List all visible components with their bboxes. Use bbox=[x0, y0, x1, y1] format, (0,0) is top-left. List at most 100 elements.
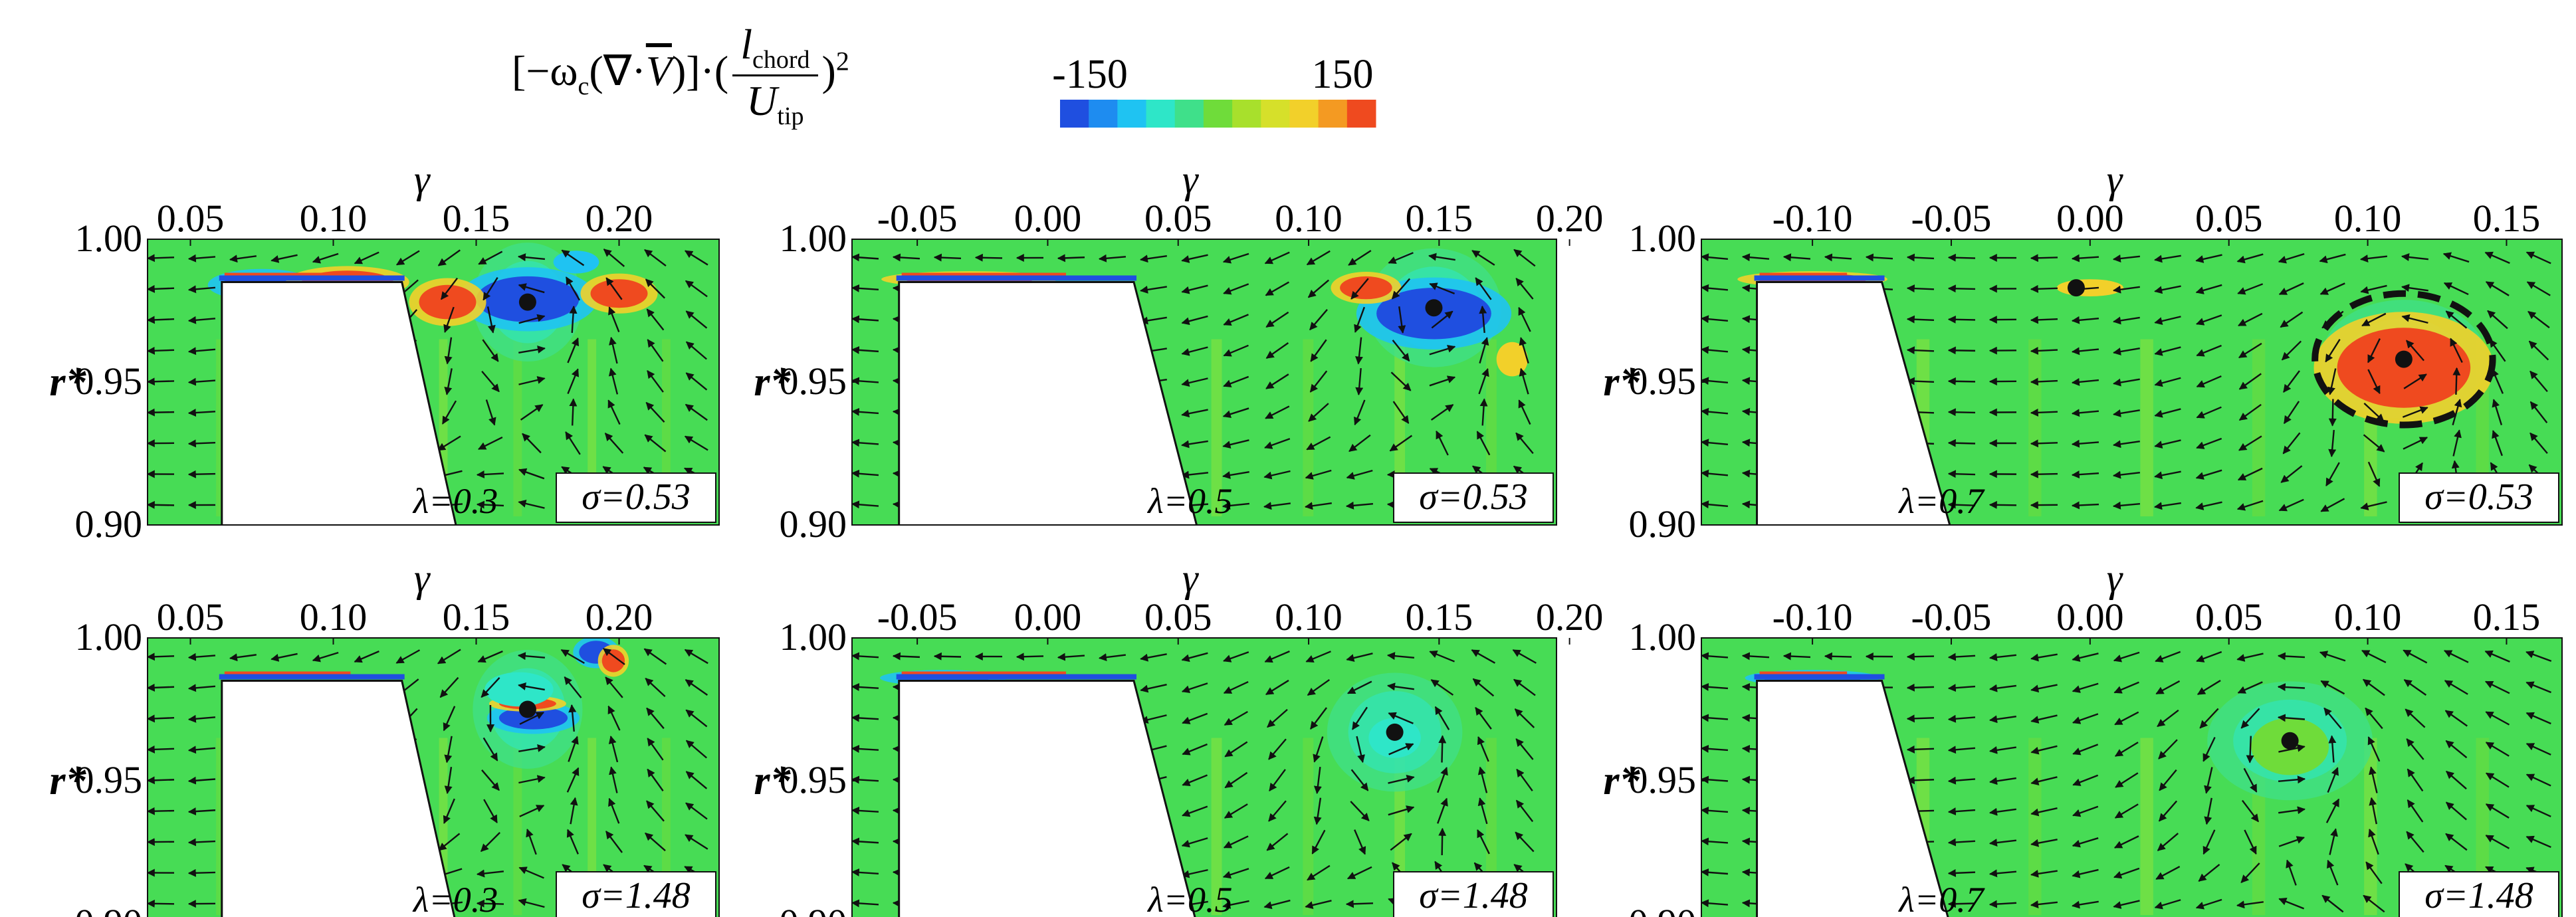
velocity-arrow bbox=[270, 254, 298, 263]
velocity-arrow bbox=[2072, 837, 2099, 848]
velocity-arrow bbox=[437, 435, 461, 451]
velocity-arrow bbox=[2278, 898, 2305, 910]
velocity-arrow bbox=[1438, 827, 1447, 856]
velocity-arrow bbox=[933, 652, 962, 661]
velocity-arrow bbox=[1389, 435, 1413, 452]
x-tick-label: 0.10 bbox=[300, 197, 368, 240]
velocity-arrow bbox=[1701, 439, 1729, 447]
velocity-arrow bbox=[1390, 371, 1412, 391]
velocity-arrow bbox=[2237, 283, 2264, 295]
velocity-arrow bbox=[2360, 501, 2387, 510]
velocity-arrow bbox=[1140, 684, 1167, 693]
velocity-arrow bbox=[2030, 869, 2058, 878]
velocity-arrow bbox=[2525, 681, 2551, 694]
velocity-arrow bbox=[1388, 252, 1414, 264]
velocity-arrow bbox=[518, 376, 546, 385]
velocity-arrow bbox=[1181, 440, 1208, 449]
velocity-arrow bbox=[1224, 771, 1248, 789]
sigma-label: σ=0.53 bbox=[2424, 476, 2533, 518]
velocity-arrow bbox=[2030, 346, 2058, 355]
velocity-arrow bbox=[1988, 684, 2016, 692]
velocity-arrow bbox=[852, 837, 879, 846]
velocity-arrow bbox=[2113, 440, 2140, 449]
velocity-arrow bbox=[2240, 708, 2260, 729]
velocity-arrow bbox=[644, 434, 667, 453]
velocity-arrow bbox=[1472, 678, 1495, 697]
velocity-arrow bbox=[1388, 743, 1414, 756]
velocity-arrow bbox=[2527, 310, 2550, 329]
y-axis-label: r* bbox=[49, 359, 86, 405]
velocity-arrow bbox=[444, 337, 453, 365]
velocity-arrow bbox=[476, 869, 504, 878]
velocity-arrow bbox=[2407, 768, 2424, 792]
velocity-arrow bbox=[1865, 253, 1893, 262]
velocity-arrow bbox=[312, 651, 339, 662]
x-tick-label: 0.15 bbox=[1406, 595, 1473, 639]
velocity-arrow bbox=[1346, 866, 1372, 880]
panel-6: -0.10 -0.05 0.00 0.05 0.10 0.15 γ 0.90 0.95 1.00 r… bbox=[1603, 556, 2563, 917]
velocity-arrow bbox=[933, 253, 962, 262]
velocity-arrow bbox=[1824, 253, 1852, 262]
velocity-arrow bbox=[2278, 775, 2306, 784]
velocity-arrow bbox=[2278, 282, 2304, 295]
contour-field bbox=[1701, 239, 2562, 525]
x-tick-label: -0.10 bbox=[1772, 595, 1853, 639]
blade-tip-layer bbox=[896, 674, 1136, 680]
velocity-arrow bbox=[1429, 375, 1456, 387]
velocity-arrow bbox=[1947, 684, 1976, 692]
velocity-arrow bbox=[685, 834, 708, 850]
y-axis-label: r* bbox=[1603, 758, 1640, 803]
velocity-arrow bbox=[518, 314, 546, 324]
velocity-arrow bbox=[1512, 649, 1537, 664]
velocity-arrow bbox=[2359, 255, 2388, 263]
vortex-core-marker bbox=[1425, 299, 1443, 317]
blade-tip-layer bbox=[1754, 674, 1885, 680]
velocity-arrow bbox=[2325, 338, 2341, 363]
velocity-arrow bbox=[685, 341, 707, 360]
contour-field bbox=[1701, 638, 2562, 917]
x-tick-label: 0.15 bbox=[443, 595, 510, 639]
velocity-arrow bbox=[2403, 679, 2427, 696]
velocity-arrow bbox=[2236, 900, 2264, 909]
velocity-arrow bbox=[2492, 430, 2503, 457]
velocity-arrow bbox=[187, 377, 216, 386]
velocity-arrow bbox=[2072, 774, 2099, 786]
y-axis-label: r* bbox=[1603, 359, 1640, 405]
velocity-arrow bbox=[852, 284, 879, 292]
velocity-arrow bbox=[2195, 501, 2222, 510]
velocity-arrow bbox=[561, 249, 585, 266]
velocity-arrow bbox=[2484, 251, 2510, 264]
velocity-arrow bbox=[2157, 709, 2179, 728]
y-tick-label: 0.90 bbox=[75, 502, 143, 546]
velocity-arrow bbox=[518, 775, 546, 784]
velocity-arrow bbox=[2406, 738, 2424, 760]
velocity-arrow bbox=[605, 277, 623, 300]
velocity-arrow bbox=[2278, 498, 2304, 512]
formula-den-symbol: U bbox=[746, 76, 778, 124]
velocity-arrow bbox=[569, 305, 578, 334]
velocity-arrow bbox=[2071, 409, 2099, 417]
velocity-arrow bbox=[1782, 652, 1811, 661]
velocity-arrow bbox=[2325, 798, 2340, 823]
velocity-arrow bbox=[2158, 739, 2178, 760]
velocity-arrow bbox=[148, 254, 175, 262]
y-tick-label: 0.95 bbox=[1629, 758, 1697, 801]
velocity-arrow bbox=[647, 339, 664, 362]
velocity-arrow bbox=[1057, 254, 1085, 262]
velocity-arrow bbox=[517, 253, 546, 262]
velocity-arrow bbox=[1309, 309, 1328, 331]
velocity-arrow bbox=[1346, 653, 1373, 662]
x-tick-label: -0.10 bbox=[1772, 197, 1853, 240]
velocity-arrow bbox=[645, 401, 665, 423]
velocity-arrow bbox=[1398, 306, 1406, 334]
x-tick-label: 0.15 bbox=[2473, 197, 2541, 240]
velocity-arrow bbox=[395, 250, 420, 266]
velocity-arrow bbox=[2072, 805, 2099, 817]
velocity-arrow bbox=[646, 800, 665, 822]
velocity-arrow bbox=[2030, 807, 2058, 817]
x-tick-label: 0.00 bbox=[1014, 595, 1082, 639]
velocity-arrow bbox=[2360, 284, 2387, 294]
velocity-arrow bbox=[2196, 651, 2222, 662]
velocity-arrow bbox=[1436, 430, 1449, 456]
velocity-arrow bbox=[1906, 253, 1935, 262]
